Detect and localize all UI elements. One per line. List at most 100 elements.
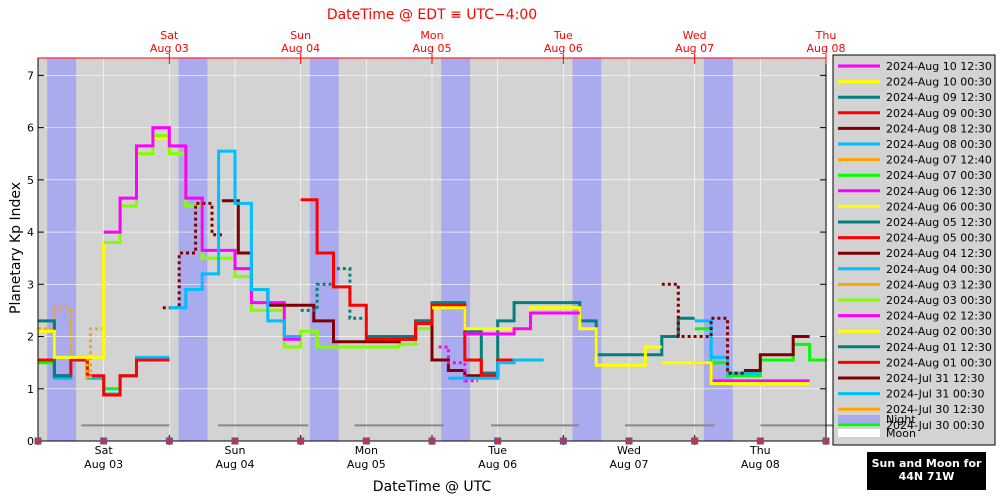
night-band [572,58,602,441]
y-axis-label: Planetary Kp Index [8,182,24,314]
legend-label: 2024-Aug 10 12:30 [886,60,992,73]
kp-series-line [38,306,104,380]
y-tick-label: 6 [27,122,34,135]
sun-moon-line2: 44N 71W [898,470,955,483]
legend-label: 2024-Aug 06 00:30 [886,200,992,213]
legend-label: 2024-Jul 30 00:30 [886,419,985,432]
bottom-tick-date: Aug 04 [216,458,255,471]
moon-marker [428,437,436,445]
legend-label: 2024-Aug 09 00:30 [886,107,992,120]
night-band [47,58,77,441]
top-tick-date: Aug 07 [675,42,714,55]
moon-marker [165,437,173,445]
kp-series-line [448,358,544,380]
sun-moon-badge: Sun and Moon for 44N 71W [867,452,986,490]
night-band [441,58,471,441]
legend-label: 2024-Aug 07 00:30 [886,169,992,182]
top-tick-day: Mon [420,29,443,42]
bottom-tick-day: Wed [617,444,641,457]
legend-label: 2024-Jul 31 00:30 [886,388,985,401]
kp-series-line [300,198,515,378]
top-tick-day: Tue [553,29,573,42]
bottom-tick-date: Aug 03 [84,458,123,471]
legend-label: 2024-Aug 08 00:30 [886,138,992,151]
chart-title: DateTime @ EDT ≡ UTC−4:00 [327,7,537,23]
bottom-tick-day: Tue [487,444,507,457]
legend-label: 2024-Aug 04 12:30 [886,247,992,260]
legend-box [832,54,996,446]
y-tick-label: 2 [27,331,34,344]
moon-marker [100,437,108,445]
y-tick-label: 1 [27,383,34,396]
legend-label: 2024-Aug 05 12:30 [886,216,992,229]
legend-label: 2024-Aug 02 12:30 [886,310,992,323]
moon-marker [297,437,305,445]
top-tick-day: Thu [815,29,837,42]
moon-marker [34,437,42,445]
bottom-tick-date: Aug 07 [610,458,649,471]
legend-label: 2024-Aug 04 00:30 [886,263,992,276]
moon-marker [756,437,764,445]
kp-series-line [438,345,478,383]
legend-label: 2024-Aug 01 12:30 [886,341,992,354]
top-tick-date: Aug 08 [807,42,846,55]
legend-label: 2024-Aug 03 00:30 [886,294,992,307]
kp-series-line [169,149,301,338]
kp-series-line [432,306,662,367]
night-band [309,58,339,441]
y-tick-label: 4 [27,226,34,239]
y-tick-label: 0 [27,435,34,448]
moon-marker [559,437,567,445]
legend-label: 2024-Aug 06 12:30 [886,185,992,198]
top-tick-day: Sun [290,29,311,42]
legend-label: 2024-Jul 30 12:30 [886,403,985,416]
top-tick-day: Sat [160,29,179,42]
legend-swatch-band [838,415,880,423]
top-tick-date: Aug 05 [413,42,452,55]
top-tick-day: Wed [683,29,707,42]
legend-label: 2024-Jul 31 12:30 [886,372,985,385]
moon-marker [822,437,830,445]
moon-marker [494,437,502,445]
bottom-tick-day: Sun [225,444,246,457]
bottom-tick-date: Aug 06 [478,458,517,471]
kp-series-line [661,282,744,375]
legend-swatch-band [838,429,880,437]
bottom-tick-day: Sat [95,444,114,457]
top-tick-date: Aug 06 [544,42,583,55]
legend-label: 2024-Aug 01 00:30 [886,356,992,369]
bottom-tick-date: Aug 05 [347,458,386,471]
legend-label: 2024-Aug 05 00:30 [886,232,992,245]
bottom-tick-date: Aug 08 [741,458,780,471]
kp-series-line [743,335,810,372]
kp-series-line [162,201,222,310]
legend-label: 2024-Aug 07 12:40 [886,154,992,167]
y-tick-label: 5 [27,174,34,187]
sun-moon-line1: Sun and Moon for [871,457,982,470]
moon-marker [231,437,239,445]
top-tick-date: Aug 03 [150,42,189,55]
legend-label: 2024-Aug 08 12:30 [886,122,992,135]
legend-label: 2024-Aug 09 12:30 [886,91,992,104]
kp-series-line [661,361,810,385]
legend-label: 2024-Aug 10 00:30 [886,76,992,89]
legend-label: Night [886,413,916,426]
top-tick-date: Aug 04 [281,42,320,55]
legend-label: 2024-Aug 02 00:30 [886,325,992,338]
bottom-tick-day: Mon [355,444,378,457]
y-tick-label: 7 [27,69,34,82]
legend: 2024-Aug 10 12:30 2024-Aug 10 00:30 2024-A… [832,54,996,446]
kp-series-line [103,126,301,341]
kp-series-line [464,311,580,336]
legend-label: Moon [886,427,916,440]
kp-series-line [694,319,761,375]
y-tick-label: 3 [27,278,34,291]
moon-marker [362,437,370,445]
moon-marker [625,437,633,445]
moon-marker [691,437,699,445]
legend-label: 2024-Aug 03 12:30 [886,278,992,291]
x-axis-label: DateTime @ UTC [373,479,492,495]
bottom-tick-day: Thu [749,444,771,457]
